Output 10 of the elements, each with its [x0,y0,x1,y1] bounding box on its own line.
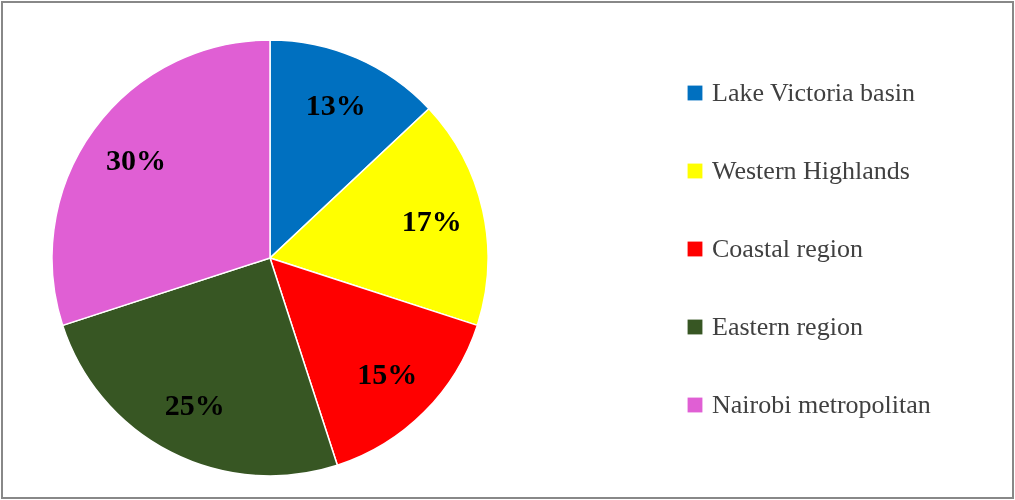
data-label: 30% [105,142,166,176]
data-label: 25% [164,387,225,421]
legend-label: Eastern region [712,312,863,341]
legend-label: Coastal region [712,234,863,263]
data-label: 17% [401,203,462,237]
legend-label: Western Highlands [712,156,910,185]
data-label: 13% [305,87,366,121]
legend-label: Lake Victoria basin [712,78,915,107]
data-label: 15% [357,357,418,391]
legend-label: Nairobi metropolitan [712,390,931,419]
